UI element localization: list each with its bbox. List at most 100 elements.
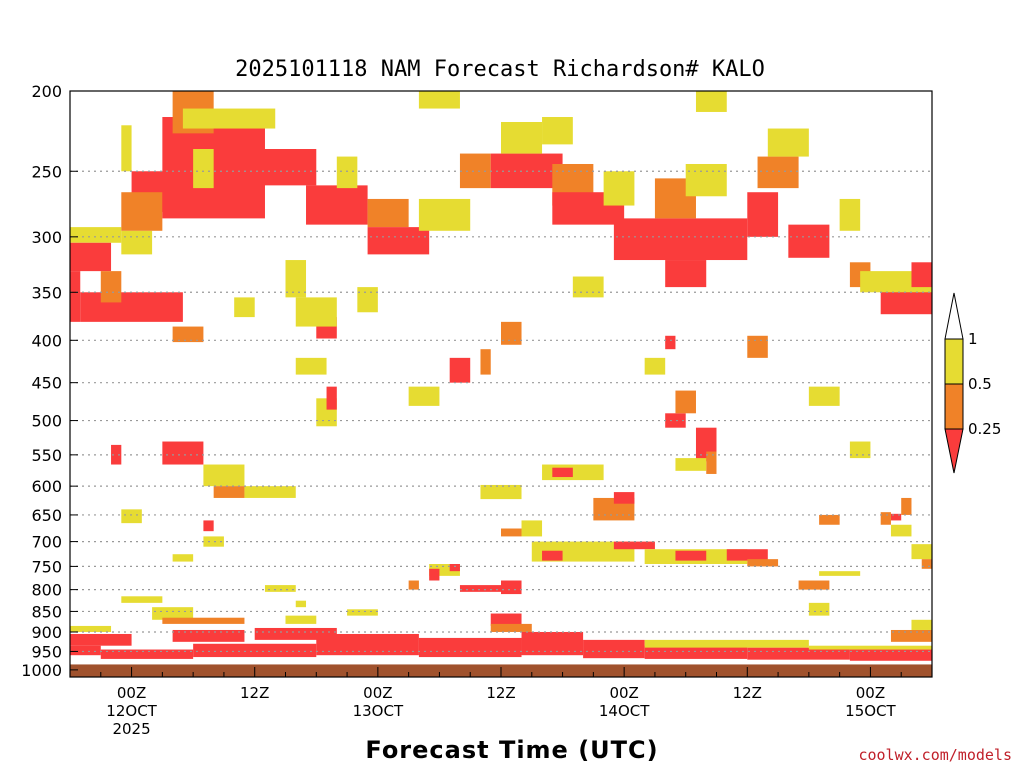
ri-region-red xyxy=(747,647,850,660)
colorbar-yellow xyxy=(944,338,964,385)
ri-region-yellow xyxy=(203,536,224,547)
ri-region-red xyxy=(613,218,748,261)
ri-region-red xyxy=(726,549,768,561)
ri-region-yellow xyxy=(685,163,727,197)
ri-region-red xyxy=(316,633,419,656)
ri-region-orange xyxy=(162,617,245,624)
y-tick-label: 550 xyxy=(31,446,62,465)
colorbar-label-025: 0.25 xyxy=(968,420,1001,438)
ri-region-red xyxy=(367,227,430,255)
ri-region-red xyxy=(449,563,460,572)
ri-region-orange xyxy=(408,580,419,590)
ri-region-orange xyxy=(490,623,532,632)
ri-region-orange xyxy=(367,198,409,228)
ri-region-yellow xyxy=(695,91,727,112)
y-tick-label: 600 xyxy=(31,477,62,496)
ri-region-orange xyxy=(706,451,717,474)
x-tick-label: 14OCT xyxy=(599,702,650,720)
x-tick-label: 00Z xyxy=(609,684,638,702)
ri-region-yellow xyxy=(285,260,307,298)
ri-region-yellow xyxy=(152,607,194,620)
x-tick-label: 12Z xyxy=(486,684,515,702)
ri-region-red xyxy=(254,627,337,640)
ri-region-red xyxy=(459,585,501,592)
ri-region-yellow xyxy=(121,596,163,603)
ri-region-yellow xyxy=(501,121,543,154)
ri-region-orange xyxy=(121,192,163,231)
ri-region-red xyxy=(665,413,686,428)
ri-region-yellow xyxy=(418,91,460,109)
ri-region-yellow xyxy=(193,149,214,189)
ri-region-red xyxy=(70,242,112,272)
y-tick-label: 700 xyxy=(31,533,62,552)
y-tick-label: 300 xyxy=(31,228,62,247)
ri-region-red xyxy=(788,224,830,258)
ri-region-orange xyxy=(747,559,779,567)
ri-region-red xyxy=(542,550,563,561)
y-tick-label: 250 xyxy=(31,162,62,181)
chart-title: 2025101118 NAM Forecast Richardson# KALO xyxy=(235,57,765,82)
ri-region-yellow xyxy=(70,227,122,243)
ri-region-red xyxy=(501,580,522,595)
y-tick-label: 450 xyxy=(31,374,62,393)
x-tick-label: 15OCT xyxy=(845,702,896,720)
ri-region-yellow xyxy=(408,386,440,406)
ri-region-red xyxy=(613,541,655,550)
ri-region-yellow xyxy=(644,357,666,375)
x-tick-label: 00Z xyxy=(117,684,146,702)
ri-region-red xyxy=(429,568,440,581)
ri-region-yellow xyxy=(121,230,153,255)
ri-region-red xyxy=(111,444,122,465)
colorbar-label-05: 0.5 xyxy=(968,375,992,393)
ri-region-red xyxy=(162,441,204,465)
ri-region-red xyxy=(449,357,471,383)
x-tick-label: 00Z xyxy=(856,684,885,702)
ri-region-red xyxy=(665,260,707,288)
ri-region-yellow xyxy=(767,128,809,157)
ri-region-red xyxy=(70,645,101,656)
ri-region-yellow xyxy=(121,125,132,172)
ri-region-yellow xyxy=(121,509,142,524)
y-tick-label: 1000 xyxy=(21,661,62,680)
ri-region-red xyxy=(172,629,245,642)
ri-region-orange xyxy=(747,335,768,358)
x-tick-label: 00Z xyxy=(363,684,392,702)
y-tick-label: 950 xyxy=(31,642,62,661)
ri-region-orange xyxy=(172,326,204,343)
ri-region-yellow xyxy=(542,117,573,145)
y-axis-ticks: 200 250 300 350 400 450 500 550 600 650 700 750 800 8… xyxy=(21,82,78,680)
ri-region-orange xyxy=(757,156,799,189)
ri-region-red xyxy=(326,386,337,410)
ri-region-orange xyxy=(880,512,891,525)
colorbar-top-arrow xyxy=(944,292,964,340)
ri-region-red xyxy=(80,292,183,322)
ri-region-yellow xyxy=(203,464,245,487)
credit-text: coolwx.com/models xyxy=(858,746,1012,764)
ri-region-yellow xyxy=(295,297,337,327)
ri-region-yellow xyxy=(521,520,543,537)
ri-region-red xyxy=(552,467,573,478)
x-tick-label: 12OCT xyxy=(106,702,157,720)
ri-region-orange xyxy=(819,514,840,525)
y-tick-label: 850 xyxy=(31,602,62,621)
ri-region-yellow xyxy=(890,524,912,537)
ri-region-red xyxy=(911,262,932,288)
ri-region-red xyxy=(890,513,902,521)
ri-region-orange xyxy=(798,580,830,590)
ri-region-orange xyxy=(213,486,245,498)
ri-region-red xyxy=(70,271,81,322)
ri-region-yellow xyxy=(336,156,358,189)
ri-region-yellow xyxy=(603,171,635,206)
colorbar-orange xyxy=(944,383,964,430)
y-tick-label: 500 xyxy=(31,412,62,431)
ri-region-red xyxy=(162,117,265,219)
ri-region-red xyxy=(203,520,214,532)
ri-region-red xyxy=(193,643,317,658)
ri-region-red xyxy=(583,639,645,659)
ri-region-yellow xyxy=(285,615,317,624)
ri-region-orange xyxy=(890,629,932,642)
ri-region-yellow xyxy=(347,609,378,616)
ri-region-red xyxy=(747,192,779,237)
